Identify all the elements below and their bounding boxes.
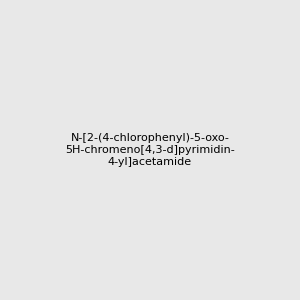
Text: N-[2-(4-chlorophenyl)-5-oxo-
5H-chromeno[4,3-d]pyrimidin-
4-yl]acetamide: N-[2-(4-chlorophenyl)-5-oxo- 5H-chromeno… <box>65 134 235 166</box>
